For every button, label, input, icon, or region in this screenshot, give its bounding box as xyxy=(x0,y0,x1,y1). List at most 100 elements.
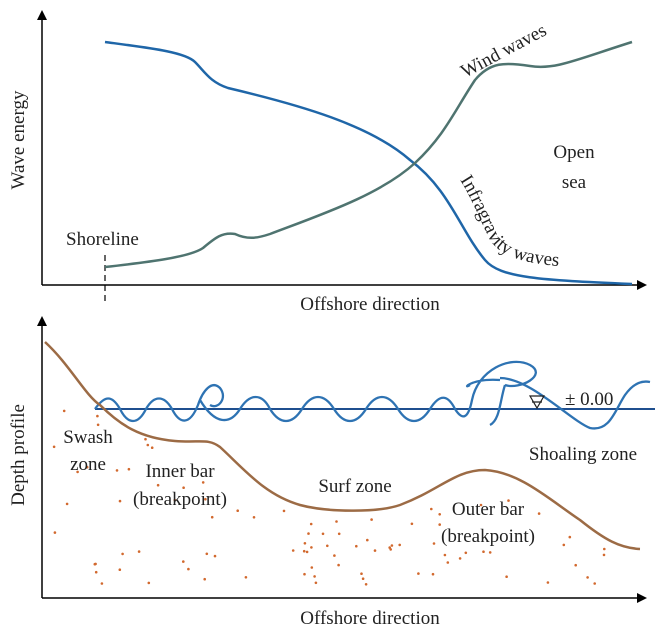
sediment-dot xyxy=(568,535,572,539)
sediment-dot xyxy=(326,544,329,548)
sediment-dot xyxy=(121,552,124,556)
sediment-dot xyxy=(93,562,97,566)
infragravity-label-path: Infragravity waves xyxy=(456,171,560,271)
sediment-dot xyxy=(464,551,468,555)
inner-bar-label: (breakpoint) xyxy=(133,489,227,510)
sediment-dot xyxy=(96,423,100,427)
sediment-dots xyxy=(52,409,606,586)
swash-zone-label: zone xyxy=(70,454,106,475)
sediment-dot xyxy=(321,532,325,536)
sediment-dot xyxy=(355,544,358,548)
open-sea-label: sea xyxy=(562,172,587,193)
sediment-dot xyxy=(137,550,141,553)
sediment-dot xyxy=(370,518,373,521)
sediment-dot xyxy=(337,563,340,567)
sediment-dot xyxy=(479,503,483,507)
sediment-dot xyxy=(603,547,606,551)
sediment-dot xyxy=(244,576,248,579)
wave-curve xyxy=(94,360,651,430)
sediment-dot xyxy=(546,581,550,584)
sediment-dot xyxy=(313,575,316,578)
sediment-dot xyxy=(458,557,462,560)
sediment-dot xyxy=(144,437,147,441)
sediment-dot xyxy=(53,531,57,534)
sediment-dot xyxy=(85,465,89,469)
sediment-dot xyxy=(446,561,450,564)
sediment-dot xyxy=(438,513,442,516)
sediment-dot xyxy=(100,582,104,585)
wind-waves-label: Wind waves xyxy=(457,20,550,83)
sediment-dot xyxy=(443,553,447,557)
x-axis-label: Offshore direction xyxy=(300,294,440,315)
x-axis-label: Offshore direction xyxy=(300,608,440,629)
sediment-dot xyxy=(127,467,131,471)
sediment-dot xyxy=(203,577,206,581)
sediment-dot xyxy=(282,509,286,513)
sediment-dot xyxy=(333,554,336,557)
sediment-dot xyxy=(482,550,485,553)
y-axis-label: Wave energy xyxy=(8,90,29,189)
sediment-dot xyxy=(586,576,589,579)
sediment-dot xyxy=(335,520,338,523)
sediment-dot xyxy=(310,566,314,569)
shoaling-zone-label: Shoaling zone xyxy=(529,444,637,465)
sediment-dot xyxy=(505,575,508,578)
sediment-dot xyxy=(210,515,214,519)
swash-zone-label: Swash xyxy=(63,427,113,448)
sediment-dot xyxy=(173,498,177,502)
water-level-label: ± 0.00 xyxy=(565,389,613,410)
sediment-dot xyxy=(337,532,341,536)
sediment-dot xyxy=(488,551,492,554)
outer-bar-label: Outer bar xyxy=(452,499,525,520)
sediment-dot xyxy=(156,483,160,487)
sediment-dot xyxy=(361,577,365,580)
sediment-dot xyxy=(201,481,205,484)
sediment-dot xyxy=(593,582,596,585)
sediment-dot xyxy=(373,549,377,552)
sediment-dot xyxy=(398,543,402,547)
sediment-dot xyxy=(150,446,154,450)
sediment-dot xyxy=(364,583,368,586)
sediment-dot xyxy=(76,470,79,474)
sediment-dot xyxy=(118,568,122,571)
sediment-dot xyxy=(115,469,119,472)
sediment-dot xyxy=(430,507,433,511)
sediment-dot xyxy=(314,581,318,585)
sediment-dot xyxy=(236,509,239,512)
sediment-dot xyxy=(366,538,369,542)
sediment-dot xyxy=(307,532,310,535)
sediment-dot xyxy=(252,516,256,519)
sediment-dot xyxy=(52,445,56,449)
sediment-dot xyxy=(310,546,313,549)
sediment-dot xyxy=(303,542,307,545)
sediment-dot xyxy=(213,554,217,558)
sediment-dot xyxy=(147,581,151,585)
sediment-dot xyxy=(309,522,313,526)
sediment-dot xyxy=(182,486,185,490)
sediment-dot xyxy=(438,523,442,526)
sediment-dot xyxy=(118,499,122,503)
sediment-dot xyxy=(96,414,99,418)
y-axis-label: Depth profile xyxy=(8,404,29,506)
sediment-dot xyxy=(574,563,577,567)
depth-profile-curve xyxy=(44,341,641,551)
inner-bar-label: Inner bar xyxy=(145,461,215,482)
sediment-dot xyxy=(360,572,363,575)
sediment-dot xyxy=(305,550,309,554)
sediment-dot xyxy=(417,572,420,575)
sediment-dot xyxy=(390,544,394,547)
sediment-dot xyxy=(146,443,150,447)
sediment-dot xyxy=(562,543,566,547)
sediment-dot xyxy=(537,512,541,515)
sediment-dot xyxy=(302,549,306,553)
sediment-dot xyxy=(602,553,606,557)
sediment-dot xyxy=(291,549,295,552)
sediment-dot xyxy=(507,499,510,502)
surf-zone-label: Surf zone xyxy=(318,476,391,497)
sediment-dot xyxy=(389,548,393,551)
sediment-dot xyxy=(182,560,185,563)
wind-wave-curve xyxy=(104,40,633,269)
sediment-dot xyxy=(432,542,436,545)
infragravity-label: Infragravity waves xyxy=(456,171,560,271)
